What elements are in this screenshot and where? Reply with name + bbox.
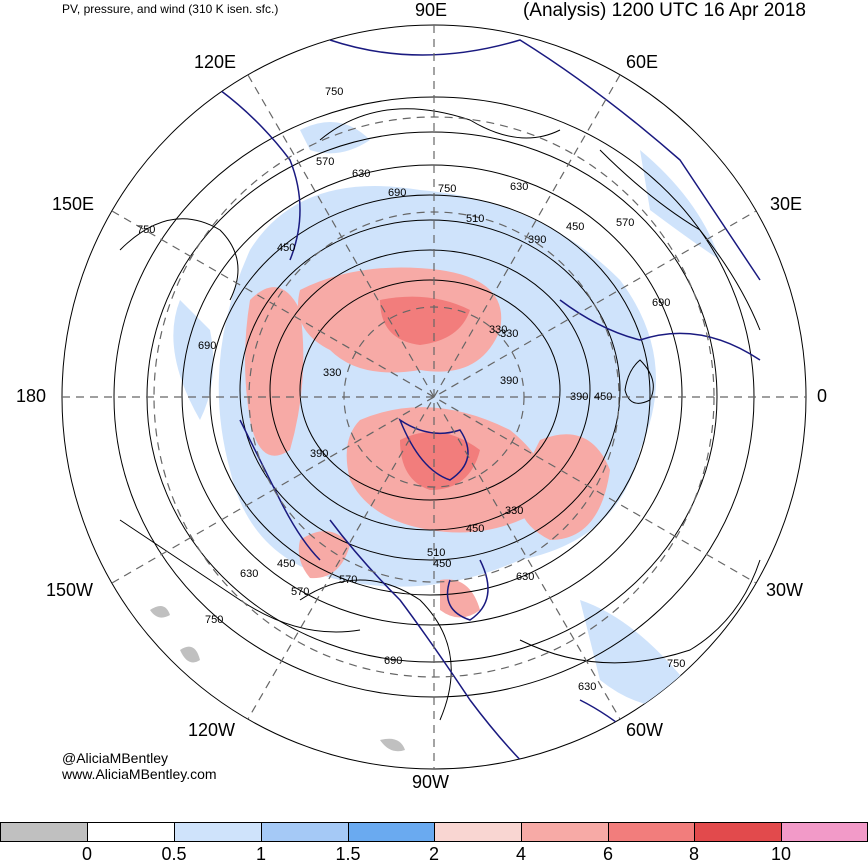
svg-text:690: 690	[198, 340, 216, 352]
svg-text:630: 630	[510, 181, 528, 193]
svg-text:330: 330	[323, 367, 341, 379]
svg-text:450: 450	[594, 391, 612, 403]
polar-map: 750 570 630 690 750 630 510 390 450 570 …	[61, 24, 807, 770]
svg-text:750: 750	[325, 86, 343, 98]
svg-text:450: 450	[277, 558, 295, 570]
svg-text:510: 510	[427, 547, 445, 559]
colorbar-box-2	[174, 822, 262, 842]
lon-label-60w: 60W	[626, 720, 664, 740]
svg-text:450: 450	[433, 558, 451, 570]
svg-text:450: 450	[566, 221, 584, 233]
svg-text:570: 570	[616, 217, 634, 229]
lon-label-180: 180	[16, 386, 47, 406]
svg-text:750: 750	[438, 183, 456, 195]
lon-label-90w: 90W	[412, 772, 450, 792]
graticule	[62, 25, 806, 769]
svg-text:690: 690	[388, 187, 406, 199]
svg-text:450: 450	[466, 523, 484, 535]
colorbar-box-9	[781, 822, 868, 842]
colorbar-tick: 1	[255, 844, 267, 864]
colorbar-tick: 8	[688, 844, 700, 864]
colorbar-box-5	[434, 822, 522, 842]
svg-text:690: 690	[652, 297, 670, 309]
colorbar-box-4	[348, 822, 436, 842]
lon-label-60e: 60E	[626, 52, 659, 72]
analysis-time: (Analysis) 1200 UTC 16 Apr 2018	[522, 0, 806, 21]
colorbar-tick: 1.5	[335, 844, 361, 864]
svg-text:750: 750	[667, 658, 685, 670]
svg-text:510: 510	[466, 213, 484, 225]
lon-label-150w: 150W	[46, 580, 94, 600]
colorbar-box-7	[608, 822, 696, 842]
svg-text:330: 330	[489, 324, 507, 336]
colorbar-box-1	[87, 822, 175, 842]
credit-handle: @AliciaMBentley	[62, 750, 169, 766]
map-field	[113, 39, 761, 769]
svg-text:450: 450	[277, 242, 295, 254]
lon-label-0: 0	[817, 386, 828, 406]
contour-labels: 750 570 630 690 750 630 510 390 450 570 …	[137, 86, 685, 693]
map-title: PV, pressure, and wind (310 K isen. sfc.…	[62, 2, 279, 16]
colorbar-box-8	[694, 822, 782, 842]
svg-text:750: 750	[137, 224, 155, 236]
svg-text:390: 390	[570, 391, 588, 403]
svg-text:390: 390	[500, 375, 518, 387]
svg-text:330: 330	[500, 328, 518, 340]
svg-text:630: 630	[352, 168, 370, 180]
svg-text:330: 330	[505, 505, 523, 517]
svg-text:750: 750	[205, 614, 223, 626]
svg-text:390: 390	[528, 234, 546, 246]
lon-label-120e: 120E	[194, 52, 237, 72]
colorbar-box-3	[261, 822, 349, 842]
svg-text:390: 390	[310, 448, 328, 460]
svg-text:570: 570	[339, 574, 357, 586]
lon-label-30w: 30W	[766, 580, 804, 600]
credit-website: www.AliciaMBentley.com	[62, 766, 217, 782]
svg-text:570: 570	[316, 156, 334, 168]
colorbar: 0 0.5 1 1.5 2 4 6 8 10	[0, 822, 868, 865]
lon-label-120w: 120W	[188, 720, 236, 740]
lon-label-30e: 30E	[770, 194, 803, 214]
svg-text:630: 630	[516, 571, 534, 583]
colorbar-tick: 10	[770, 844, 792, 864]
colorbar-box-6	[521, 822, 609, 842]
svg-text:570: 570	[291, 586, 309, 598]
colorbar-tick: 4	[515, 844, 527, 864]
svg-text:630: 630	[240, 568, 258, 580]
svg-text:690: 690	[384, 655, 402, 667]
svg-text:630: 630	[578, 681, 596, 693]
colorbar-box-0	[0, 822, 88, 842]
lon-label-150e: 150E	[52, 194, 95, 214]
colorbar-tick: 6	[602, 844, 614, 864]
colorbar-tick: 0.5	[161, 844, 187, 864]
lon-label-90e: 90E	[415, 0, 448, 20]
colorbar-tick: 2	[428, 844, 440, 864]
colorbar-tick: 0	[81, 844, 93, 864]
